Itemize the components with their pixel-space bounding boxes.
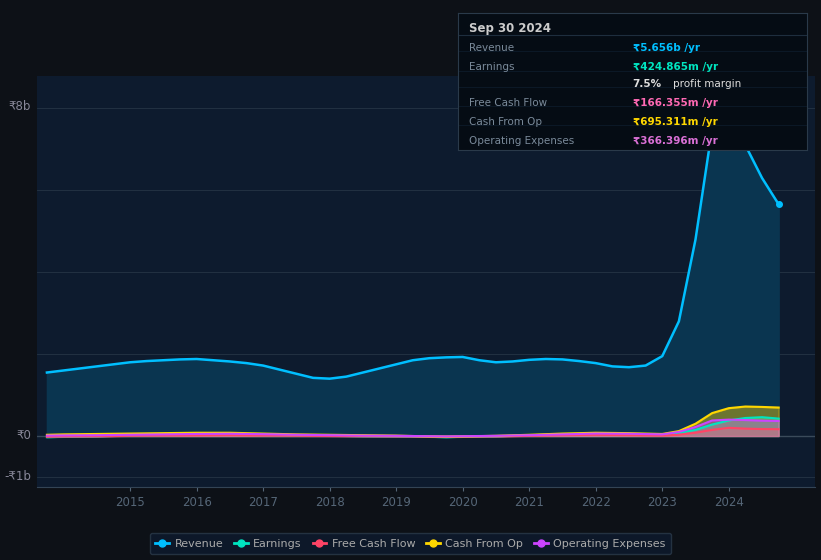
- Text: ₹424.865m /yr: ₹424.865m /yr: [633, 62, 718, 72]
- Text: Earnings: Earnings: [469, 62, 514, 72]
- Text: Revenue: Revenue: [469, 43, 514, 53]
- Text: Sep 30 2024: Sep 30 2024: [469, 22, 551, 35]
- Text: ₹166.355m /yr: ₹166.355m /yr: [633, 98, 718, 108]
- Text: ₹8b: ₹8b: [9, 100, 31, 113]
- Text: ₹0: ₹0: [16, 429, 31, 442]
- Text: Operating Expenses: Operating Expenses: [469, 137, 574, 146]
- Legend: Revenue, Earnings, Free Cash Flow, Cash From Op, Operating Expenses: Revenue, Earnings, Free Cash Flow, Cash …: [150, 533, 671, 554]
- Text: Free Cash Flow: Free Cash Flow: [469, 98, 547, 108]
- Text: 7.5%: 7.5%: [633, 79, 662, 88]
- Text: -₹1b: -₹1b: [4, 469, 31, 483]
- Text: Cash From Op: Cash From Op: [469, 117, 542, 127]
- Text: profit margin: profit margin: [672, 79, 741, 88]
- Text: ₹695.311m /yr: ₹695.311m /yr: [633, 117, 718, 127]
- Text: ₹366.396m /yr: ₹366.396m /yr: [633, 137, 718, 146]
- Text: ₹5.656b /yr: ₹5.656b /yr: [633, 43, 699, 53]
